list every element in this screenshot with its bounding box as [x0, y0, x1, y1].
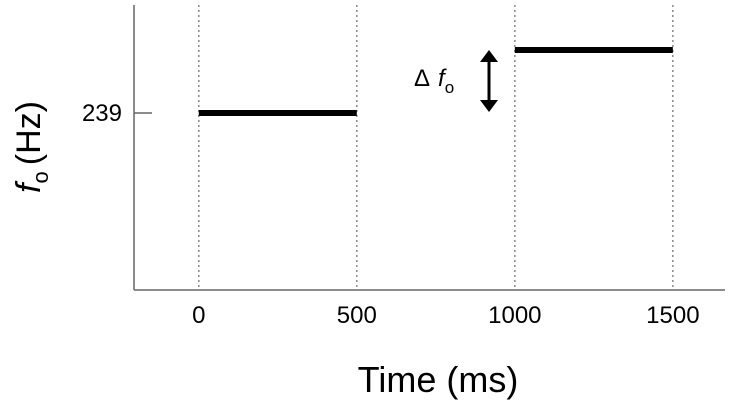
x-tick-label: 1000	[488, 302, 541, 329]
y-axis-label: fo(Hz)	[10, 101, 53, 193]
delta-arrow	[480, 50, 498, 112]
x-tick-label: 500	[337, 302, 377, 329]
y-label-unit: (Hz)	[10, 101, 48, 165]
x-axis-label: Time (ms)	[358, 359, 519, 400]
annotation-delta: Δ	[414, 65, 430, 92]
x-tick-label: 0	[192, 302, 205, 329]
y-label-subscript: o	[28, 171, 53, 183]
annotation-subscript: o	[445, 78, 454, 97]
annotation-symbol: f	[438, 65, 447, 92]
x-tick-label: 1500	[646, 302, 699, 329]
y-tick-label: 239	[82, 100, 122, 127]
